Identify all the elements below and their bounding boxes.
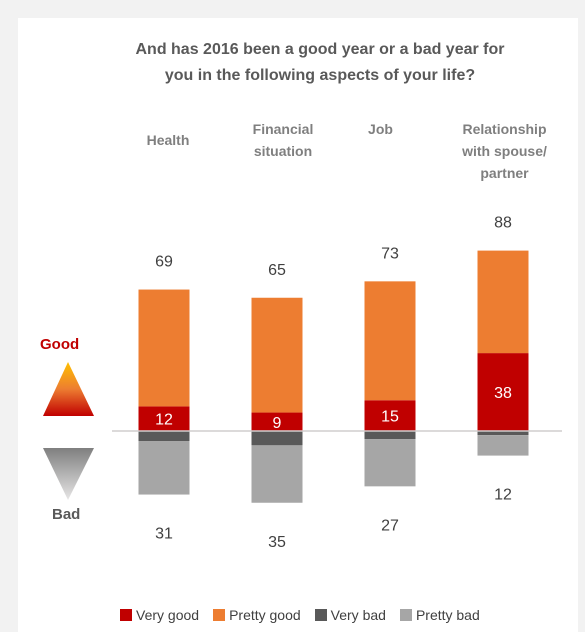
bar-very-bad-health — [138, 431, 190, 442]
data-label-very-good-health: 12 — [155, 412, 173, 429]
total-bad-label-job: 27 — [381, 517, 399, 534]
bar-pretty-good-financial-situation — [251, 297, 303, 413]
legend-item-pretty-bad: Pretty bad — [399, 607, 480, 623]
data-label-very-good-job: 15 — [381, 409, 399, 426]
category-label-financial-situation: Financial situation — [252, 121, 314, 159]
total-bad-label-financial-situation: 35 — [268, 534, 286, 551]
good-label: Good — [40, 336, 80, 353]
bar-pretty-bad-job — [364, 439, 416, 487]
good-triangle-icon — [43, 362, 94, 416]
legend-label-pretty-good: Pretty good — [229, 607, 301, 623]
bar-very-good-job — [364, 400, 416, 431]
bar-pretty-bad-health — [138, 441, 190, 495]
total-good-label-health: 69 — [155, 254, 173, 271]
category-label-job: Job — [368, 121, 393, 137]
legend-swatch-pretty-bad — [399, 609, 412, 621]
bar-pretty-good-health — [138, 289, 190, 407]
bar-very-good-financial-situation — [251, 412, 303, 431]
legend-swatch-very-good — [120, 609, 132, 621]
legend-swatch-very-bad — [314, 609, 327, 621]
bar-pretty-good-job — [364, 281, 416, 401]
legend: Very good Pretty good Very bad Pretty ba… — [120, 607, 480, 623]
chart-title: And has 2016 been a good year or a bad y… — [40, 37, 585, 89]
legend-item-very-bad: Very bad — [314, 607, 386, 623]
bar-very-good-health — [138, 406, 190, 431]
legend-label-pretty-bad: Pretty bad — [415, 607, 480, 623]
bad-triangle-icon — [43, 448, 94, 500]
legend-item-very-good: Very good — [120, 607, 199, 623]
bar-pretty-good-relationship — [477, 250, 529, 354]
category-label-health: Health — [146, 132, 190, 148]
total-good-label-job: 73 — [381, 245, 399, 262]
bar-very-bad-financial-situation — [251, 431, 303, 446]
legend-item-pretty-good: Pretty good — [213, 607, 301, 623]
bar-pretty-bad-financial-situation — [251, 445, 303, 503]
bar-pretty-bad-relationship — [477, 435, 529, 456]
bad-label: Bad — [52, 506, 81, 523]
total-bad-label-relationship: 12 — [494, 487, 512, 504]
chart-title-line-2: you in the following aspects of your lif… — [164, 67, 476, 84]
total-good-label-relationship: 88 — [494, 215, 512, 232]
legend-label-very-good: Very good — [136, 607, 200, 623]
data-label-very-good-relationship: 38 — [494, 385, 512, 402]
bar-very-good-relationship — [477, 353, 529, 431]
legend-swatch-pretty-good — [213, 609, 226, 621]
chart-title-line-1: And has 2016 been a good year or a bad y… — [135, 41, 505, 58]
bar-very-bad-relationship — [477, 431, 529, 436]
bar-very-bad-job — [364, 431, 416, 440]
total-good-label-financial-situation: 65 — [268, 262, 286, 279]
data-label-very-good-financial-situation: 9 — [273, 415, 282, 432]
legend-label-very-bad: Very bad — [330, 607, 386, 623]
total-bad-label-health: 31 — [155, 526, 173, 543]
category-label-relationship: Relationship with spouse/ partner — [462, 121, 547, 181]
